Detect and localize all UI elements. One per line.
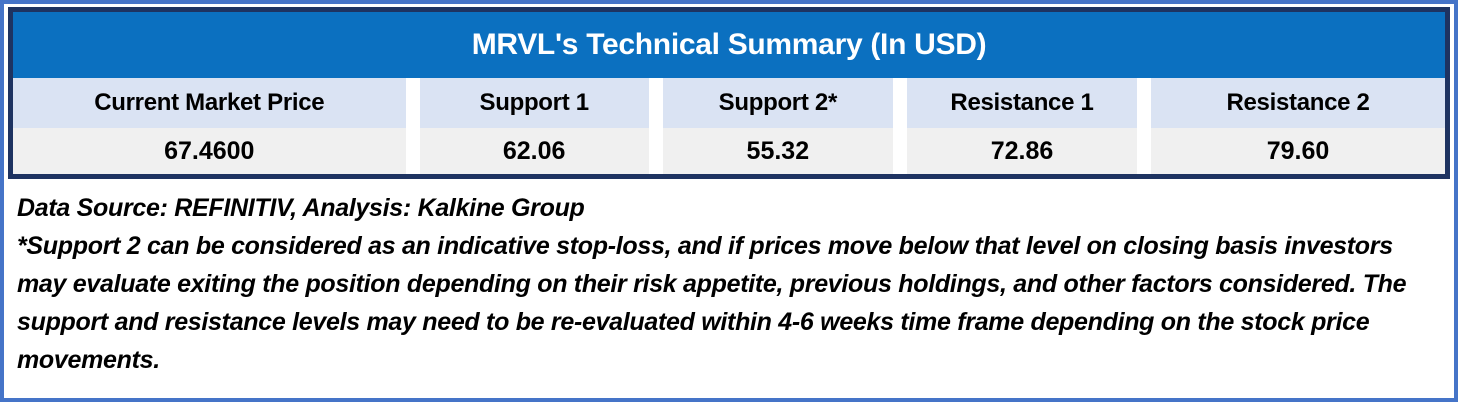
column-header: Resistance 2 — [1151, 78, 1445, 128]
table-grid: Current Market Price 67.4600 Support 1 6… — [13, 78, 1445, 174]
column-header: Current Market Price — [13, 78, 406, 128]
column-value: 55.32 — [662, 128, 893, 174]
column-resistance-1: Resistance 1 72.86 — [906, 78, 1138, 174]
data-source-line: Data Source: REFINITIV, Analysis: Kalkin… — [17, 194, 585, 222]
column-header: Support 2* — [662, 78, 893, 128]
column-header: Resistance 1 — [906, 78, 1138, 128]
column-resistance-2: Resistance 2 79.60 — [1151, 78, 1445, 174]
column-header: Support 1 — [419, 78, 649, 128]
column-value: 79.60 — [1151, 128, 1445, 174]
technical-summary-table: MRVL's Technical Summary (In USD) Curren… — [8, 7, 1450, 179]
disclaimer-text: *Support 2 can be considered as an indic… — [17, 232, 1407, 374]
column-current-market-price: Current Market Price 67.4600 — [13, 78, 406, 174]
column-value: 62.06 — [419, 128, 649, 174]
column-support-1: Support 1 62.06 — [419, 78, 649, 174]
footnotes: Data Source: REFINITIV, Analysis: Kalkin… — [4, 179, 1454, 379]
table-title: MRVL's Technical Summary (In USD) — [13, 12, 1445, 78]
column-value: 72.86 — [906, 128, 1138, 174]
column-support-2: Support 2* 55.32 — [662, 78, 893, 174]
column-value: 67.4600 — [13, 128, 406, 174]
